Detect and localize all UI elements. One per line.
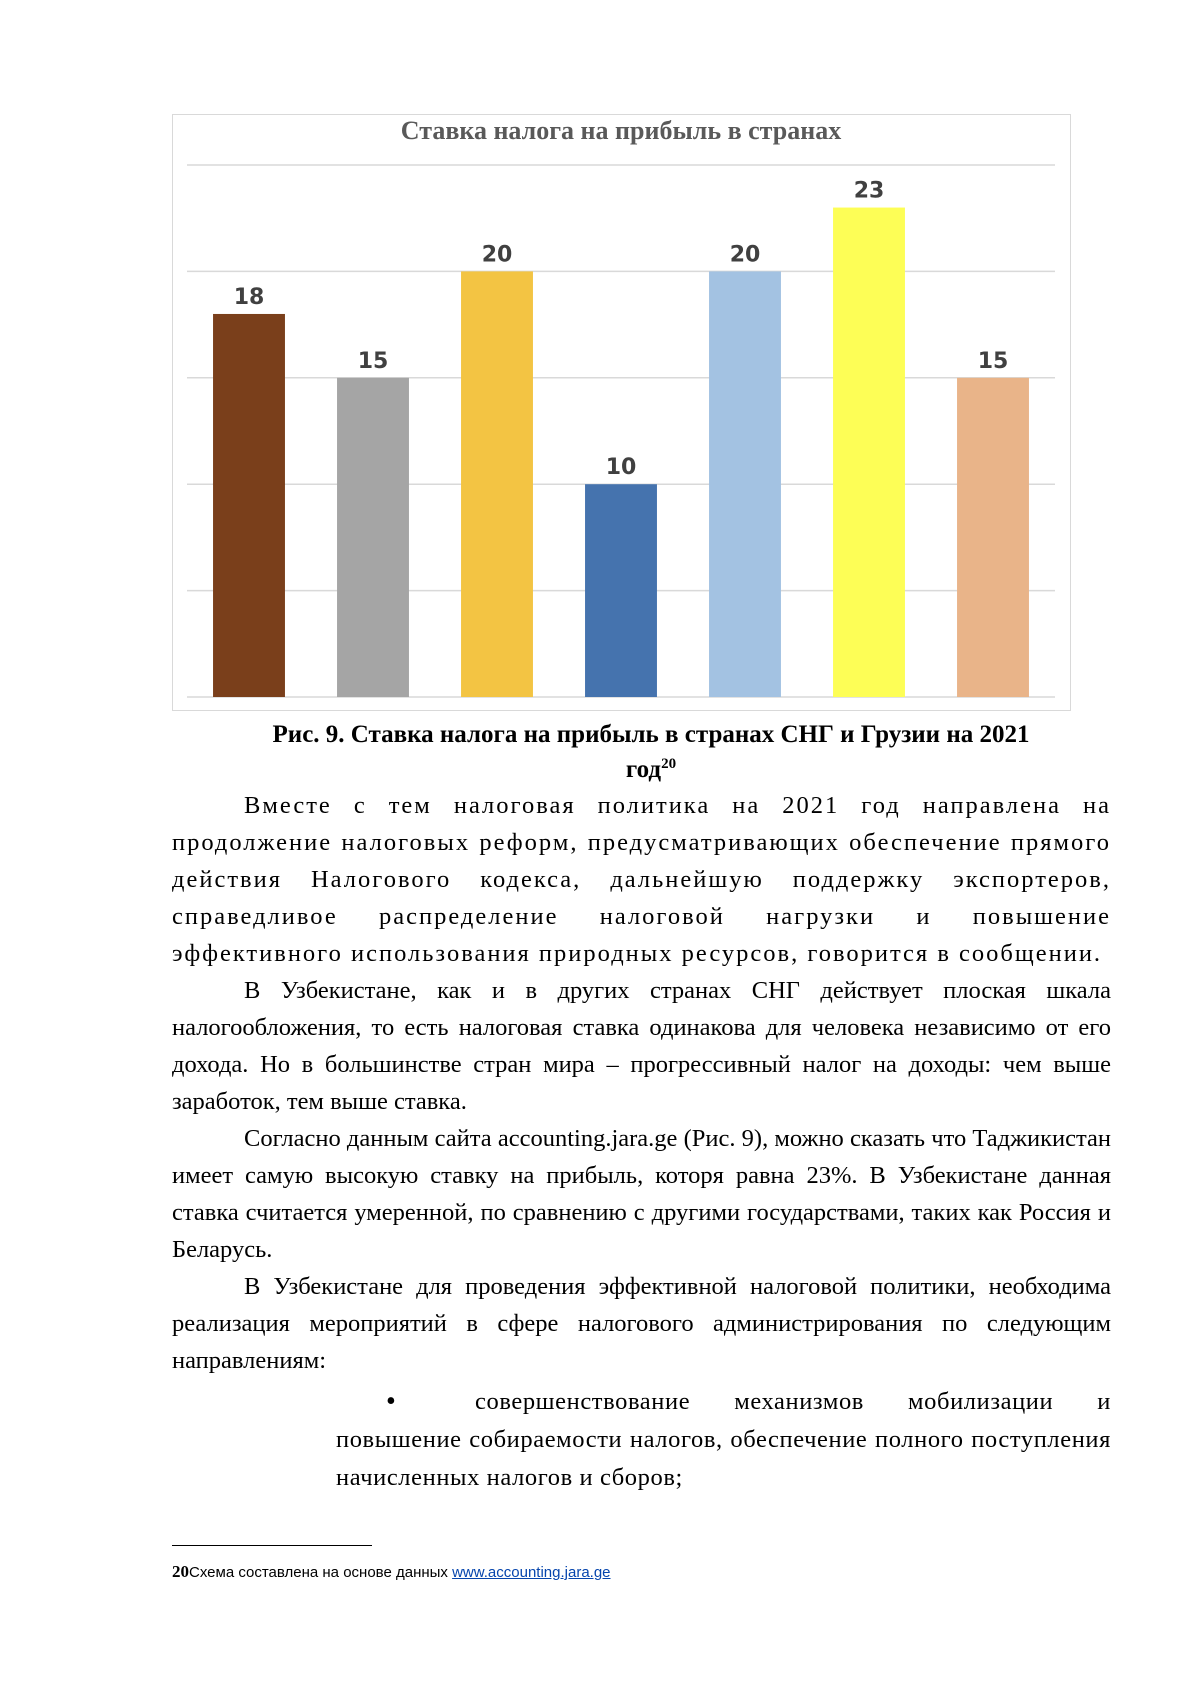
- data-label-4: 10: [606, 455, 637, 480]
- bar-2: [337, 377, 409, 697]
- footnote-divider: [172, 1545, 372, 1546]
- caption-year-word: год: [625, 756, 662, 783]
- caption-footnote-ref: 20: [661, 756, 677, 772]
- data-labels: 18 15 20 10 20 23 15: [234, 179, 1009, 481]
- paragraph-3: Согласно данным сайта accounting.jara.ge…: [172, 1125, 1111, 1263]
- footnote-link[interactable]: www.accounting.jara.ge: [452, 1564, 611, 1581]
- bullet-text: совершенствование механизмов мобилизации…: [336, 1388, 1111, 1491]
- caption-line-2: год20: [172, 752, 1130, 787]
- caption-line-1: Рис. 9. Ставка налога на прибыль в стран…: [272, 721, 1030, 748]
- data-label-2: 15: [358, 349, 389, 374]
- body-text: Вместе с тем налоговая политика на 2021 …: [172, 787, 1111, 1379]
- figure-caption: Рис. 9. Ставка налога на прибыль в стран…: [172, 717, 1130, 787]
- bullet-list-item: • совершенствование механизмов мобилизац…: [336, 1383, 1111, 1497]
- bar-4: [585, 484, 657, 697]
- bars: [213, 207, 1029, 697]
- footnote-number: 20: [172, 1562, 189, 1581]
- paragraph-4: В Узбекистане для проведения эффективной…: [172, 1273, 1111, 1374]
- footnote-text: Схема составлена на основе данных: [189, 1564, 453, 1581]
- bullet-icon: •: [386, 1386, 396, 1417]
- bar-7: [957, 377, 1029, 697]
- paragraph-1: Вместе с тем налоговая политика на 2021 …: [172, 792, 1111, 967]
- chart-title: Ставка налога на прибыль в странах: [401, 116, 841, 145]
- data-label-7: 15: [978, 349, 1009, 374]
- bar-1: [213, 313, 285, 697]
- paragraph-2: В Узбекистане, как и в других странах СН…: [172, 977, 1111, 1115]
- bar-3: [461, 271, 533, 697]
- data-label-5: 20: [730, 242, 761, 267]
- data-label-3: 20: [482, 242, 513, 267]
- footnote: 20Схема составлена на основе данных www.…: [172, 1562, 611, 1582]
- bar-chart: Ставка налога на прибыль в странах 18 15 2…: [172, 114, 1071, 711]
- data-label-6: 23: [854, 179, 885, 204]
- chart-canvas: Ставка налога на прибыль в странах 18 15 2…: [187, 116, 1055, 698]
- data-label-1: 18: [234, 285, 265, 310]
- bar-6: [833, 207, 905, 697]
- bar-5: [709, 271, 781, 697]
